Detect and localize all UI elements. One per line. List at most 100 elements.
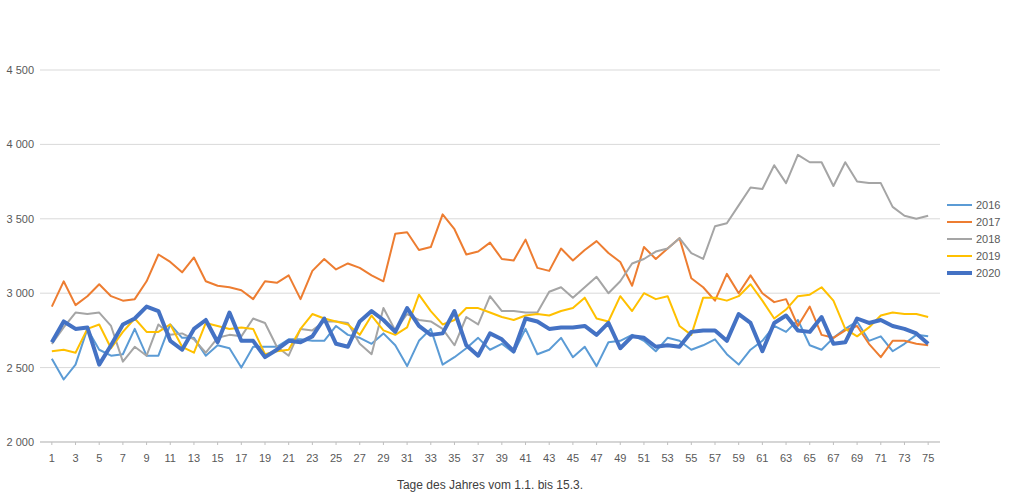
x-tick-label: 19 (259, 452, 271, 464)
x-tick (383, 442, 384, 445)
legend-swatch (947, 271, 972, 275)
x-tick (928, 442, 929, 445)
x-tick (762, 442, 763, 445)
x-tick (99, 442, 100, 445)
x-tick (193, 442, 194, 445)
grid-line (40, 144, 940, 145)
x-tick-label: 33 (425, 452, 437, 464)
series-line (52, 307, 928, 365)
grid-line (40, 70, 940, 71)
legend-swatch (947, 221, 972, 223)
x-tick (786, 442, 787, 445)
x-tick (572, 442, 573, 445)
x-tick (667, 442, 668, 445)
x-tick-label: 67 (827, 452, 839, 464)
x-tick-label: 69 (851, 452, 863, 464)
x-tick (359, 442, 360, 445)
x-tick-label: 63 (780, 452, 792, 464)
chart: 2 0002 5003 0003 5004 0004 5001357911131… (0, 0, 1012, 497)
x-tick (715, 442, 716, 445)
x-tick-label: 51 (638, 452, 650, 464)
x-tick-label: 9 (144, 452, 150, 464)
x-tick (904, 442, 905, 445)
x-tick-label: 17 (235, 452, 247, 464)
legend-swatch (947, 255, 972, 257)
x-tick-label: 27 (354, 452, 366, 464)
grid-line (40, 293, 940, 294)
x-tick (809, 442, 810, 445)
x-tick-label: 31 (401, 452, 413, 464)
x-tick (407, 442, 408, 445)
legend-swatch (947, 204, 972, 206)
y-tick-label: 2 500 (6, 362, 34, 374)
x-tick-label: 55 (685, 452, 697, 464)
x-tick-label: 75 (922, 452, 934, 464)
x-tick (525, 442, 526, 445)
y-tick-label: 4 500 (6, 64, 34, 76)
x-tick (51, 442, 52, 445)
x-tick (691, 442, 692, 445)
y-tick-label: 3 000 (6, 287, 34, 299)
y-tick-label: 4 000 (6, 138, 34, 150)
x-tick-label: 57 (709, 452, 721, 464)
legend-label: 2018 (976, 233, 1000, 245)
x-tick (336, 442, 337, 445)
legend-swatch (947, 238, 972, 240)
x-tick (122, 442, 123, 445)
x-tick (620, 442, 621, 445)
legend-label: 2019 (976, 250, 1000, 262)
x-tick-label: 37 (472, 452, 484, 464)
x-tick (454, 442, 455, 445)
x-tick (738, 442, 739, 445)
x-tick-label: 59 (733, 452, 745, 464)
x-tick-label: 49 (614, 452, 626, 464)
x-tick-label: 71 (875, 452, 887, 464)
x-tick (857, 442, 858, 445)
x-tick (241, 442, 242, 445)
x-tick-label: 15 (212, 452, 224, 464)
x-tick-label: 65 (804, 452, 816, 464)
x-tick (549, 442, 550, 445)
x-axis-title: Tage des Jahres vom 1.1. bis 15.3. (397, 478, 583, 492)
x-tick-label: 35 (448, 452, 460, 464)
y-tick-label: 2 000 (6, 436, 34, 448)
x-tick (75, 442, 76, 445)
x-tick (146, 442, 147, 445)
x-tick-label: 5 (96, 452, 102, 464)
x-tick (501, 442, 502, 445)
x-tick-label: 73 (898, 452, 910, 464)
x-tick (643, 442, 644, 445)
grid-line (40, 442, 940, 443)
x-tick-label: 1 (49, 452, 55, 464)
x-tick-label: 47 (590, 452, 602, 464)
grid-line (40, 367, 940, 368)
x-tick-label: 7 (120, 452, 126, 464)
x-tick-label: 21 (283, 452, 295, 464)
legend: 20162017201820192020 (947, 199, 1000, 279)
x-tick-label: 61 (756, 452, 768, 464)
x-tick-label: 25 (330, 452, 342, 464)
x-tick (312, 442, 313, 445)
x-tick-label: 29 (377, 452, 389, 464)
x-tick-label: 3 (72, 452, 78, 464)
x-tick-label: 43 (543, 452, 555, 464)
x-axis (40, 442, 940, 443)
legend-label: 2017 (976, 216, 1000, 228)
x-tick-label: 13 (188, 452, 200, 464)
x-tick-label: 11 (165, 452, 176, 464)
y-tick-label: 3 500 (6, 213, 34, 225)
x-tick (596, 442, 597, 445)
x-tick (880, 442, 881, 445)
x-tick-label: 45 (567, 452, 579, 464)
x-tick (170, 442, 171, 445)
x-tick (833, 442, 834, 445)
x-tick-label: 53 (662, 452, 674, 464)
grid-line (40, 218, 940, 219)
x-tick-label: 23 (306, 452, 318, 464)
plot-area (52, 155, 928, 380)
x-tick (430, 442, 431, 445)
x-tick-label: 41 (519, 452, 531, 464)
x-tick (217, 442, 218, 445)
x-tick (288, 442, 289, 445)
legend-label: 2020 (976, 267, 1000, 279)
